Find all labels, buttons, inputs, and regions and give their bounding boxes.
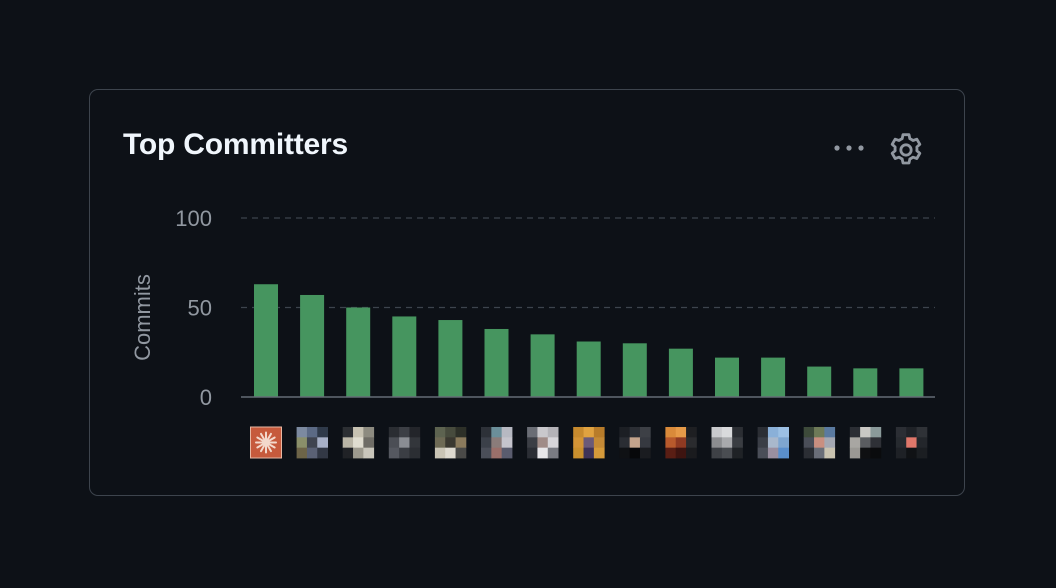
bar-avatar-12[interactable] <box>761 357 786 397</box>
kebab-horizontal-icon <box>834 145 864 151</box>
card-title: Top Committers <box>123 128 348 161</box>
avatar[interactable] <box>250 426 282 459</box>
bar-avatar-9[interactable] <box>622 343 647 397</box>
bar-avatar-10[interactable] <box>668 348 693 397</box>
top-committers-card: Top Committers 0 50 100 Commits <box>89 89 965 496</box>
settings-button[interactable] <box>886 130 926 170</box>
more-options-button[interactable] <box>828 130 872 166</box>
y-axis-label: Commits <box>130 274 155 361</box>
avatar[interactable] <box>434 427 467 459</box>
bar-avatar-5[interactable] <box>438 320 463 397</box>
y-tick-label: 100 <box>175 206 212 231</box>
bar-avatar-2[interactable] <box>300 294 325 397</box>
avatar[interactable] <box>388 427 421 459</box>
avatar[interactable] <box>665 427 697 459</box>
bar-avatar-14[interactable] <box>853 368 878 397</box>
bars <box>254 284 924 398</box>
bar-avatar-3[interactable] <box>346 307 371 398</box>
bar-avatar-6[interactable] <box>484 328 509 397</box>
bar-avatar-1[interactable] <box>254 284 278 397</box>
gear-icon <box>890 133 922 165</box>
bar-avatar-4[interactable] <box>392 316 417 397</box>
bar-avatar-15[interactable] <box>899 368 924 397</box>
bar-avatar-8[interactable] <box>576 341 601 397</box>
avatar[interactable] <box>803 427 836 459</box>
avatar[interactable] <box>849 427 882 459</box>
avatar[interactable] <box>342 427 375 459</box>
avatar[interactable] <box>573 427 605 459</box>
avatar[interactable] <box>527 427 559 459</box>
avatar[interactable] <box>757 427 789 459</box>
grid-lines <box>241 217 935 309</box>
avatar[interactable] <box>296 427 328 459</box>
y-tick-label: 0 <box>200 385 212 410</box>
commits-bar-chart: 0 50 100 Commits <box>130 206 935 459</box>
avatar[interactable] <box>481 427 513 459</box>
y-axis-ticks: 0 50 100 <box>175 206 212 410</box>
y-tick-label: 50 <box>188 296 212 321</box>
avatar[interactable] <box>619 427 651 459</box>
avatar[interactable] <box>711 427 743 459</box>
committer-avatars <box>250 426 928 459</box>
bar-avatar-13[interactable] <box>807 366 832 397</box>
bar-avatar-11[interactable] <box>715 357 739 397</box>
avatar[interactable] <box>895 427 928 459</box>
bar-avatar-7[interactable] <box>530 334 555 397</box>
